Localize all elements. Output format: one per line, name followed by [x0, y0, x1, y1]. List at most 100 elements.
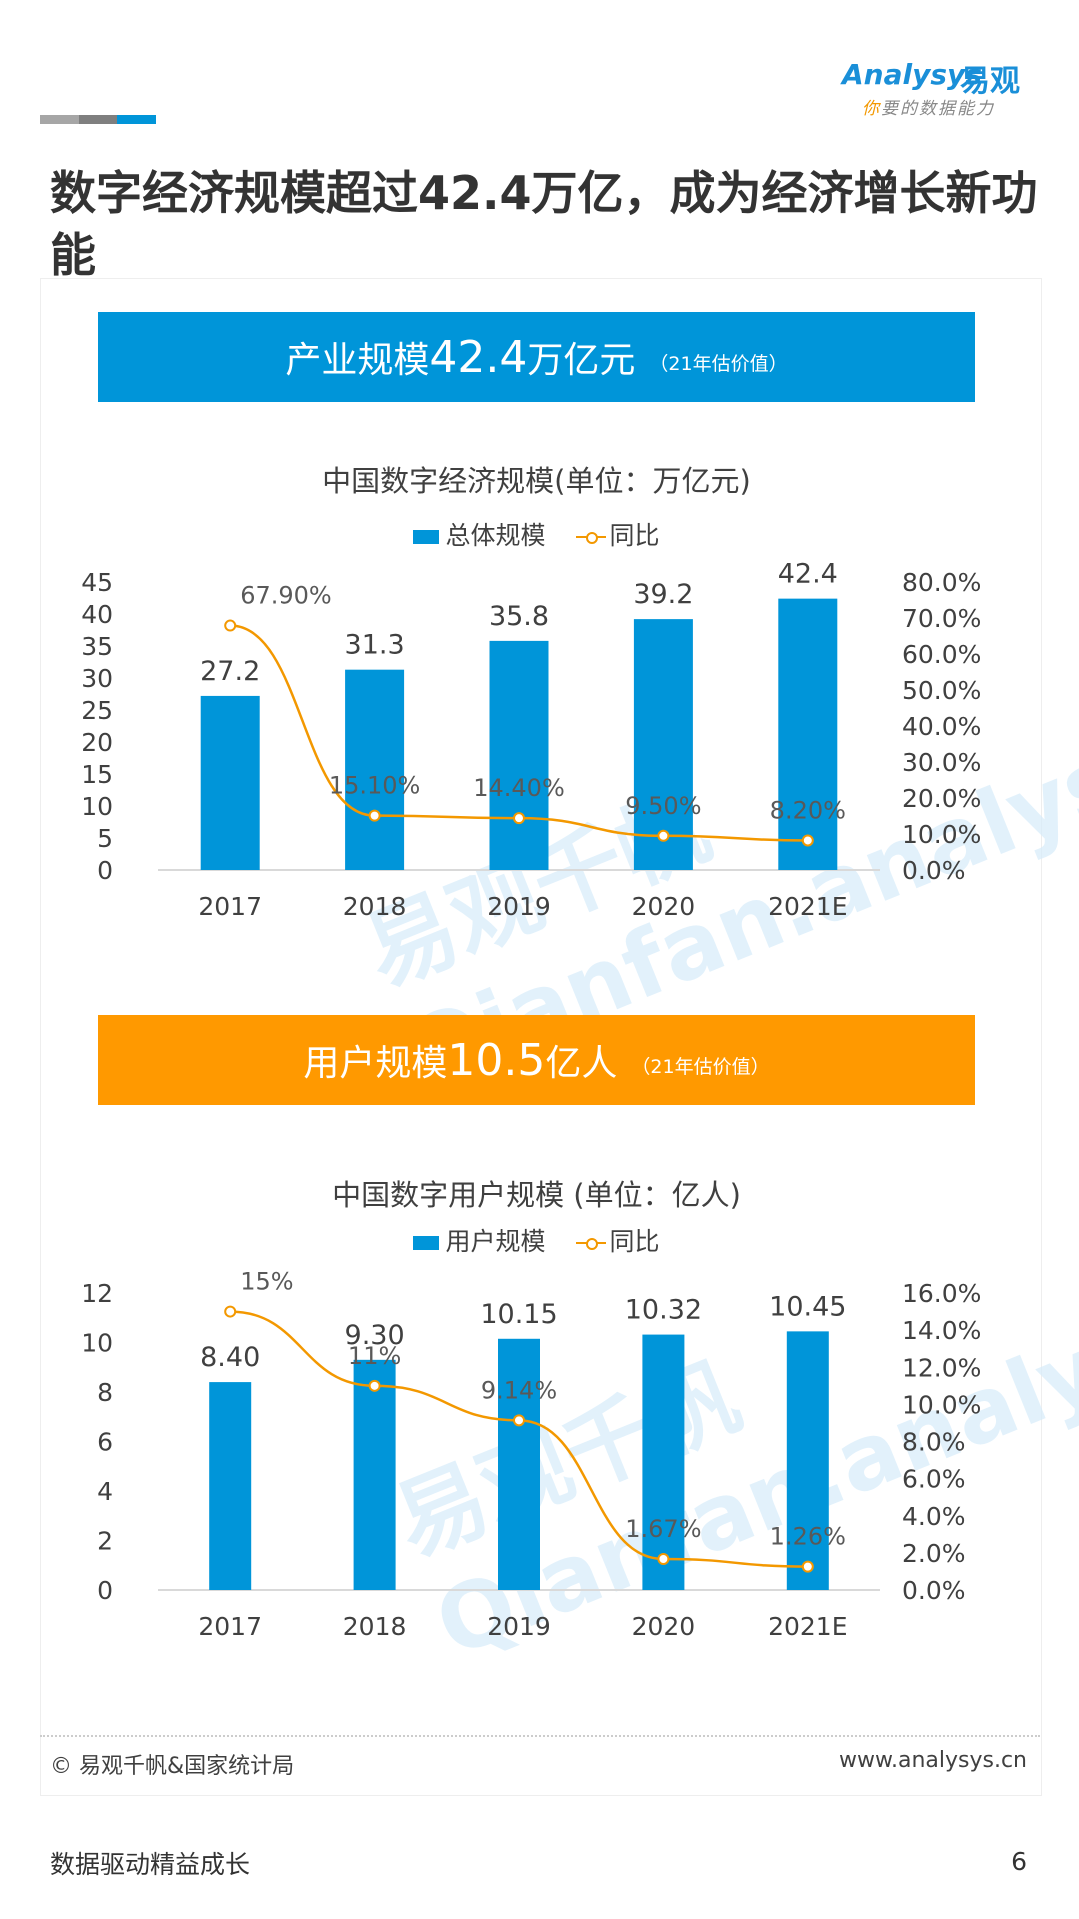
- y-tick-label: 2: [97, 1527, 113, 1556]
- x-tick-label: 2021E: [768, 1612, 847, 1641]
- growth-point: [224, 1305, 237, 1318]
- bar: [786, 1331, 829, 1590]
- banner-prefix: 产业规模: [285, 340, 430, 381]
- chart1-title: 中国数字经济规模(单位：万亿元): [322, 464, 751, 498]
- website-link[interactable]: www.analysys.cn: [839, 1748, 1027, 1773]
- y2-tick-label: 12.0%: [902, 1353, 981, 1382]
- legend-line: 同比: [575, 1222, 660, 1258]
- growth-point: [513, 812, 525, 825]
- bar: [200, 695, 260, 870]
- page-title: 数字经济规模超过42.4万亿，成为经济增长新功能: [50, 166, 1038, 282]
- bar-data-label: 9.30: [345, 1320, 405, 1351]
- bar-data-label: 31.3: [345, 630, 405, 661]
- y-tick-label: 0: [97, 1576, 113, 1605]
- legend-bar: 总体规模: [413, 516, 546, 552]
- growth-data-label: 9.50%: [625, 792, 701, 820]
- y2-tick-label: 20.0%: [902, 784, 981, 813]
- growth-data-label: 8.20%: [770, 796, 846, 824]
- x-tick-label: 2018: [343, 1612, 407, 1641]
- bar-data-label: 10.45: [769, 1291, 846, 1322]
- bar: [642, 1334, 685, 1590]
- bar-data-label: 10.32: [625, 1295, 702, 1326]
- page-number: 6: [1011, 1847, 1027, 1876]
- y2-tick-label: 30.0%: [902, 748, 981, 777]
- growth-line: [230, 624, 808, 842]
- bar: [498, 1338, 540, 1590]
- banner-note: （21年估价值）: [631, 1055, 770, 1078]
- growth-point: [368, 1379, 381, 1392]
- banner-number: 10.5: [447, 1034, 546, 1086]
- y2-tick-label: 40.0%: [902, 712, 981, 741]
- y2-tick-label: 0.0%: [902, 1576, 966, 1605]
- legend-label: 用户规模: [445, 1227, 546, 1256]
- y2-tick-label: 2.0%: [902, 1539, 966, 1568]
- y-tick-label: 30: [81, 664, 113, 693]
- logo-slogan: 你要的数据能力: [862, 94, 995, 119]
- logo-text: Analysys: [842, 58, 982, 91]
- y-tick-label: 6: [97, 1428, 113, 1457]
- bar-data-label: 39.2: [633, 579, 693, 610]
- y2-tick-label: 80.0%: [902, 568, 981, 597]
- divider: [40, 1735, 1040, 1737]
- x-tick-label: 2019: [487, 1612, 551, 1641]
- chart1-legend: 总体规模 同比: [98, 516, 975, 552]
- y-tick-label: 5: [97, 824, 113, 853]
- y2-tick-label: 50.0%: [902, 676, 981, 705]
- bar: [209, 1382, 252, 1590]
- slogan-rest: 要的数据能力: [881, 99, 995, 119]
- y2-tick-label: 10.0%: [902, 1390, 981, 1419]
- growth-data-label: 15.10%: [329, 772, 421, 800]
- growth-data-label: 11%: [348, 1342, 401, 1370]
- growth-point: [368, 809, 381, 822]
- legend-label: 同比: [609, 521, 660, 550]
- y2-tick-label: 10.0%: [902, 820, 981, 849]
- bar: [489, 640, 549, 870]
- y-tick-label: 25: [81, 696, 113, 725]
- bar-data-label: 8.40: [200, 1342, 260, 1373]
- growth-point: [801, 834, 814, 847]
- y2-tick-label: 14.0%: [902, 1316, 981, 1345]
- y-tick-label: 4: [97, 1477, 113, 1506]
- bar: [345, 669, 405, 870]
- growth-data-label: 14.40%: [473, 774, 565, 802]
- growth-point: [513, 1414, 525, 1427]
- y-tick-label: 10: [81, 1329, 113, 1358]
- y2-tick-label: 16.0%: [902, 1279, 981, 1308]
- y2-tick-label: 70.0%: [902, 604, 981, 633]
- banner-suffix: 万亿元: [527, 340, 636, 381]
- x-tick-label: 2017: [198, 1612, 262, 1641]
- bar-data-label: 42.4: [778, 559, 838, 590]
- x-tick-label: 2018: [343, 892, 407, 921]
- growth-point: [801, 1560, 814, 1573]
- slogan-first: 你: [862, 99, 881, 119]
- bar-data-label: 35.8: [489, 601, 549, 632]
- y2-tick-label: 0.0%: [902, 856, 966, 885]
- growth-data-label: 15%: [240, 1268, 293, 1296]
- y-tick-label: 40: [81, 600, 113, 629]
- growth-data-label: 9.14%: [481, 1376, 557, 1404]
- y-tick-label: 0: [97, 856, 113, 885]
- y-tick-label: 15: [81, 760, 113, 789]
- chart2-legend: 用户规模 同比: [98, 1222, 975, 1258]
- chart2-title: 中国数字用户规模 (单位：亿人): [332, 1178, 741, 1212]
- growth-point: [657, 829, 670, 842]
- y-tick-label: 8: [97, 1378, 113, 1407]
- x-tick-label: 2019: [487, 892, 551, 921]
- bar: [353, 1359, 396, 1590]
- decorative-bar: [40, 115, 157, 124]
- x-tick-label: 2020: [632, 1612, 696, 1641]
- bar: [778, 598, 838, 870]
- logo-cn: 易观: [960, 64, 1020, 99]
- y-tick-label: 12: [81, 1279, 113, 1308]
- banner-number: 42.4: [429, 331, 528, 383]
- x-tick-label: 2020: [632, 892, 696, 921]
- y2-tick-label: 60.0%: [902, 640, 981, 669]
- growth-point: [657, 1553, 670, 1566]
- user-scale-banner: 用户规模 10.5 亿人 （21年估价值）: [98, 1015, 975, 1105]
- growth-data-label: 1.26%: [770, 1523, 846, 1551]
- legend-label: 同比: [609, 1227, 660, 1256]
- y2-tick-label: 8.0%: [902, 1428, 966, 1457]
- legend-bar: 用户规模: [413, 1222, 546, 1258]
- y2-tick-label: 4.0%: [902, 1502, 966, 1531]
